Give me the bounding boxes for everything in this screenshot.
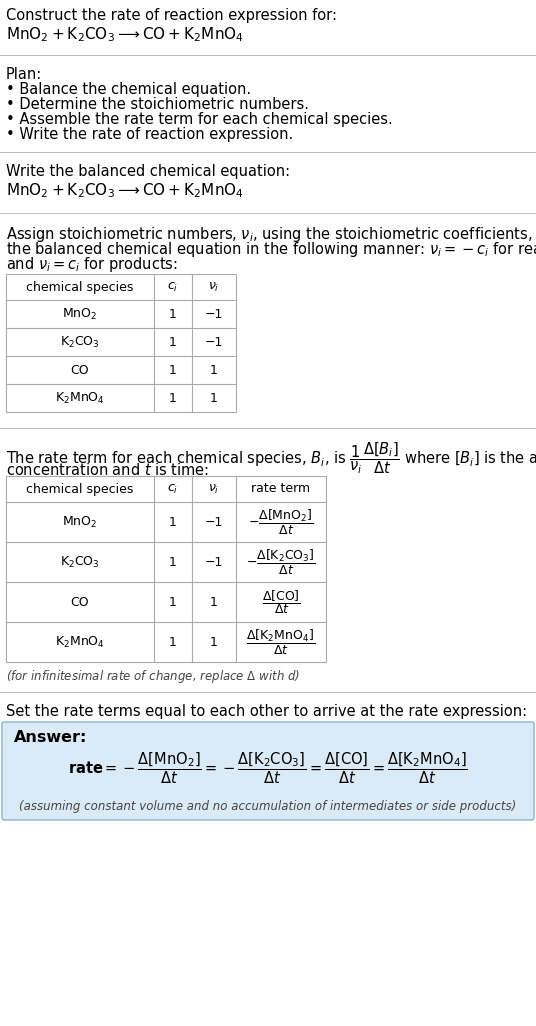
Text: Construct the rate of reaction expression for:: Construct the rate of reaction expressio…: [6, 8, 337, 23]
Text: −1: −1: [205, 308, 223, 320]
Text: $\dfrac{\Delta[\mathrm{CO}]}{\Delta t}$: $\dfrac{\Delta[\mathrm{CO}]}{\Delta t}$: [262, 588, 301, 616]
Text: 1: 1: [169, 336, 177, 349]
Text: CO: CO: [71, 595, 90, 608]
Text: 1: 1: [210, 363, 218, 377]
Text: −1: −1: [205, 555, 223, 568]
Bar: [6, 274, 236, 412]
Text: −1: −1: [205, 336, 223, 349]
Text: 1: 1: [169, 555, 177, 568]
Text: Set the rate terms equal to each other to arrive at the rate expression:: Set the rate terms equal to each other t…: [6, 704, 527, 719]
Text: concentration and $t$ is time:: concentration and $t$ is time:: [6, 462, 209, 478]
Text: • Write the rate of reaction expression.: • Write the rate of reaction expression.: [6, 127, 293, 142]
Text: • Determine the stoichiometric numbers.: • Determine the stoichiometric numbers.: [6, 97, 309, 112]
Text: 1: 1: [169, 515, 177, 528]
Text: Answer:: Answer:: [14, 731, 87, 745]
Text: (for infinitesimal rate of change, replace $\Delta$ with $d$): (for infinitesimal rate of change, repla…: [6, 668, 300, 685]
Text: 1: 1: [169, 595, 177, 608]
Text: chemical species: chemical species: [26, 482, 133, 496]
Bar: [6, 476, 326, 662]
Text: Plan:: Plan:: [6, 67, 42, 82]
Text: CO: CO: [71, 363, 90, 377]
Text: The rate term for each chemical species, $B_i$, is $\dfrac{1}{\nu_i}\dfrac{\Delt: The rate term for each chemical species,…: [6, 440, 536, 476]
Text: (assuming constant volume and no accumulation of intermediates or side products): (assuming constant volume and no accumul…: [19, 800, 517, 813]
Text: 1: 1: [169, 635, 177, 648]
Text: Assign stoichiometric numbers, $\nu_i$, using the stoichiometric coefficients, $: Assign stoichiometric numbers, $\nu_i$, …: [6, 225, 536, 244]
Text: 1: 1: [169, 363, 177, 377]
Text: $\mathrm{MnO_2}$: $\mathrm{MnO_2}$: [62, 307, 98, 321]
Text: $\mathrm{MnO_2 + K_2CO_3 \longrightarrow CO + K_2MnO_4}$: $\mathrm{MnO_2 + K_2CO_3 \longrightarrow…: [6, 25, 244, 44]
Text: • Balance the chemical equation.: • Balance the chemical equation.: [6, 82, 251, 97]
Text: $\mathrm{K_2MnO_4}$: $\mathrm{K_2MnO_4}$: [55, 391, 105, 405]
Text: rate term: rate term: [251, 482, 310, 496]
Text: and $\nu_i = c_i$ for products:: and $\nu_i = c_i$ for products:: [6, 255, 178, 274]
Text: 1: 1: [210, 595, 218, 608]
Text: $-\dfrac{\Delta[\mathrm{K_2CO_3}]}{\Delta t}$: $-\dfrac{\Delta[\mathrm{K_2CO_3}]}{\Delt…: [246, 548, 316, 577]
Text: $\mathrm{K_2CO_3}$: $\mathrm{K_2CO_3}$: [60, 334, 100, 350]
Text: $\mathrm{MnO_2}$: $\mathrm{MnO_2}$: [62, 514, 98, 529]
Text: $\mathbf{rate} = -\dfrac{\Delta[\mathrm{MnO_2}]}{\Delta t} = -\dfrac{\Delta[\mat: $\mathbf{rate} = -\dfrac{\Delta[\mathrm{…: [68, 750, 468, 786]
Text: −1: −1: [205, 515, 223, 528]
Text: $c_i$: $c_i$: [167, 482, 178, 496]
Text: $\nu_i$: $\nu_i$: [209, 482, 220, 496]
Text: 1: 1: [169, 308, 177, 320]
Text: 1: 1: [169, 392, 177, 404]
Text: 1: 1: [210, 392, 218, 404]
FancyBboxPatch shape: [2, 722, 534, 820]
Text: $\mathrm{MnO_2 + K_2CO_3 \longrightarrow CO + K_2MnO_4}$: $\mathrm{MnO_2 + K_2CO_3 \longrightarrow…: [6, 181, 244, 200]
Text: the balanced chemical equation in the following manner: $\nu_i = -c_i$ for react: the balanced chemical equation in the fo…: [6, 240, 536, 259]
Text: $\mathrm{K_2MnO_4}$: $\mathrm{K_2MnO_4}$: [55, 634, 105, 649]
Text: 1: 1: [210, 635, 218, 648]
Text: $-\dfrac{\Delta[\mathrm{MnO_2}]}{\Delta t}$: $-\dfrac{\Delta[\mathrm{MnO_2}]}{\Delta …: [248, 508, 314, 537]
Text: $\mathrm{K_2CO_3}$: $\mathrm{K_2CO_3}$: [60, 554, 100, 569]
Text: • Assemble the rate term for each chemical species.: • Assemble the rate term for each chemic…: [6, 112, 393, 127]
Text: chemical species: chemical species: [26, 280, 133, 293]
Text: $\nu_i$: $\nu_i$: [209, 280, 220, 293]
Text: Write the balanced chemical equation:: Write the balanced chemical equation:: [6, 164, 290, 179]
Text: $\dfrac{\Delta[\mathrm{K_2MnO_4}]}{\Delta t}$: $\dfrac{\Delta[\mathrm{K_2MnO_4}]}{\Delt…: [247, 628, 316, 657]
Text: $c_i$: $c_i$: [167, 280, 178, 293]
